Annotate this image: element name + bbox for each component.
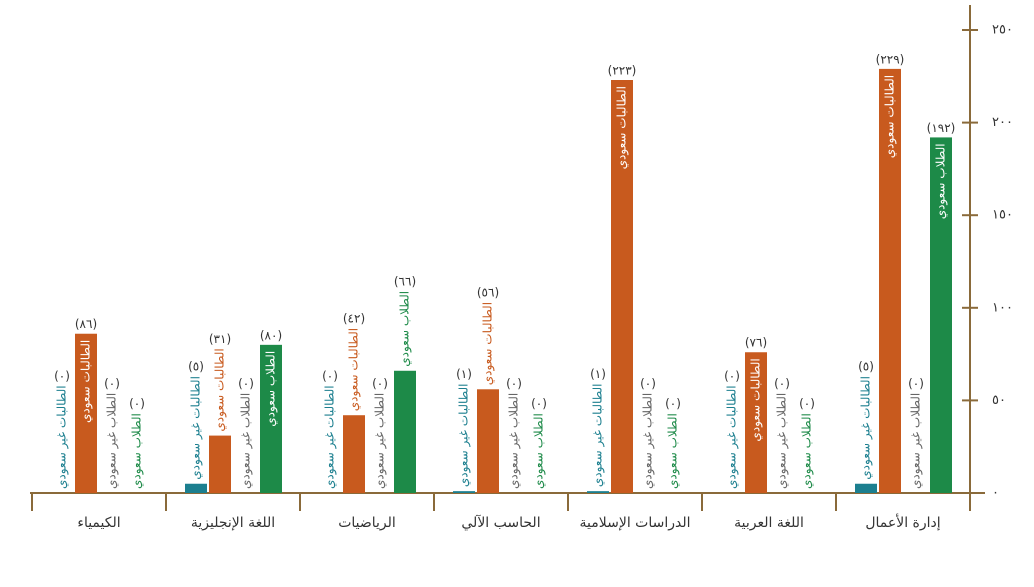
value-label: (٥٦): [477, 285, 499, 299]
x-tick-label: اللغة الإنجليزية: [191, 515, 275, 531]
value-label: (٠): [104, 376, 120, 390]
value-label: (٢٢٩): [876, 52, 905, 66]
series-label: الطلاب غير سعودي: [909, 393, 924, 489]
x-tick-label: الكيمياء: [77, 515, 120, 531]
y-tick-label: ٢٥٠: [992, 23, 1013, 38]
series-label: الطالبات غير سعودي: [189, 376, 204, 480]
series-label: الطالبات سعودي: [213, 348, 228, 431]
value-label: (٨٠): [260, 328, 282, 342]
value-label: (٠): [54, 369, 70, 383]
value-label: (٠): [640, 376, 656, 390]
bar: [394, 370, 416, 493]
value-label: (٣١): [209, 332, 231, 346]
value-label: (١): [456, 367, 472, 381]
series-label: الطالبات سعودي: [615, 86, 630, 169]
series-label: الطلاب سعودي: [666, 413, 681, 489]
x-tick-label: الحاسب الآلي: [461, 515, 540, 531]
series-label: الطالبات غير سعودي: [457, 383, 472, 487]
value-label: (٠): [129, 397, 145, 411]
bar: [260, 344, 282, 493]
series-label: الطالبات غير سعودي: [725, 385, 740, 489]
x-tick-label: الدراسات الإسلامية: [580, 515, 691, 531]
value-label: (٠): [506, 376, 522, 390]
y-tick-label: ٠: [992, 486, 999, 501]
bar: [879, 68, 901, 493]
x-tick-label: الرياضيات: [338, 515, 396, 531]
series-label: الطالبات غير سعودي: [323, 385, 338, 489]
series-label: الطالبات غير سعودي: [859, 376, 874, 480]
value-label: (١): [590, 367, 606, 381]
bar: [453, 491, 475, 493]
y-tick-label: ١٥٠: [992, 208, 1013, 223]
series-label: الطالبات سعودي: [347, 328, 362, 411]
series-label: الطلاب غير سعودي: [507, 393, 522, 489]
value-label: (٤٢): [343, 311, 365, 325]
series-label: الطالبات سعودي: [481, 302, 496, 385]
value-label: (٠): [774, 376, 790, 390]
value-label: (٥): [188, 360, 204, 374]
bar: [611, 80, 633, 493]
value-label: (٠): [372, 376, 388, 390]
value-label: (٨٦): [75, 317, 97, 331]
value-label: (٠): [724, 369, 740, 383]
series-label: الطالبات سعودي: [883, 75, 898, 158]
series-label: الطلاب سعودي: [934, 143, 949, 219]
value-label: (١٩٢): [927, 121, 956, 135]
series-label: الطلاب غير سعودي: [775, 393, 790, 489]
value-label: (٠): [665, 397, 681, 411]
bar: [209, 435, 231, 493]
value-label: (٧٦): [745, 336, 767, 350]
y-tick-label: ١٠٠: [992, 300, 1013, 315]
value-label: (٦٦): [394, 274, 416, 288]
bar: [855, 483, 877, 493]
series-label: الطلاب غير سعودي: [373, 393, 388, 489]
series-label: الطلاب سعودي: [398, 291, 413, 367]
series-label: الطلاب سعودي: [800, 413, 815, 489]
bar: [75, 333, 97, 493]
bar: [930, 137, 952, 493]
value-label: (٠): [238, 376, 254, 390]
series-label: الطلاب سعودي: [264, 351, 279, 427]
series-label: الطلاب غير سعودي: [239, 393, 254, 489]
value-label: (٥): [858, 360, 874, 374]
bar: [185, 483, 207, 493]
value-label: (٠): [531, 397, 547, 411]
value-label: (٢٢٣): [608, 64, 637, 78]
series-label: الطالبات غير سعودي: [591, 383, 606, 487]
value-label: (٠): [799, 397, 815, 411]
series-label: الطالبات سعودي: [79, 340, 94, 423]
series-label: الطلاب سعودي: [532, 413, 547, 489]
bar: [477, 389, 499, 493]
series-label: الطلاب غير سعودي: [105, 393, 120, 489]
x-tick-label: اللغة العربية: [734, 515, 804, 531]
x-tick-label: إدارة الأعمال: [865, 513, 940, 531]
series-label: الطالبات سعودي: [749, 358, 764, 441]
series-label: الطالبات غير سعودي: [55, 385, 70, 489]
series-label: الطلاب غير سعودي: [641, 393, 656, 489]
bar: [587, 491, 609, 493]
y-tick-label: ٢٠٠: [992, 115, 1013, 130]
y-tick-label: ٥٠: [992, 393, 1006, 408]
bar: [745, 352, 767, 493]
value-label: (٠): [322, 369, 338, 383]
value-label: (٠): [908, 376, 924, 390]
series-label: الطلاب سعودي: [130, 413, 145, 489]
bar: [343, 415, 365, 493]
